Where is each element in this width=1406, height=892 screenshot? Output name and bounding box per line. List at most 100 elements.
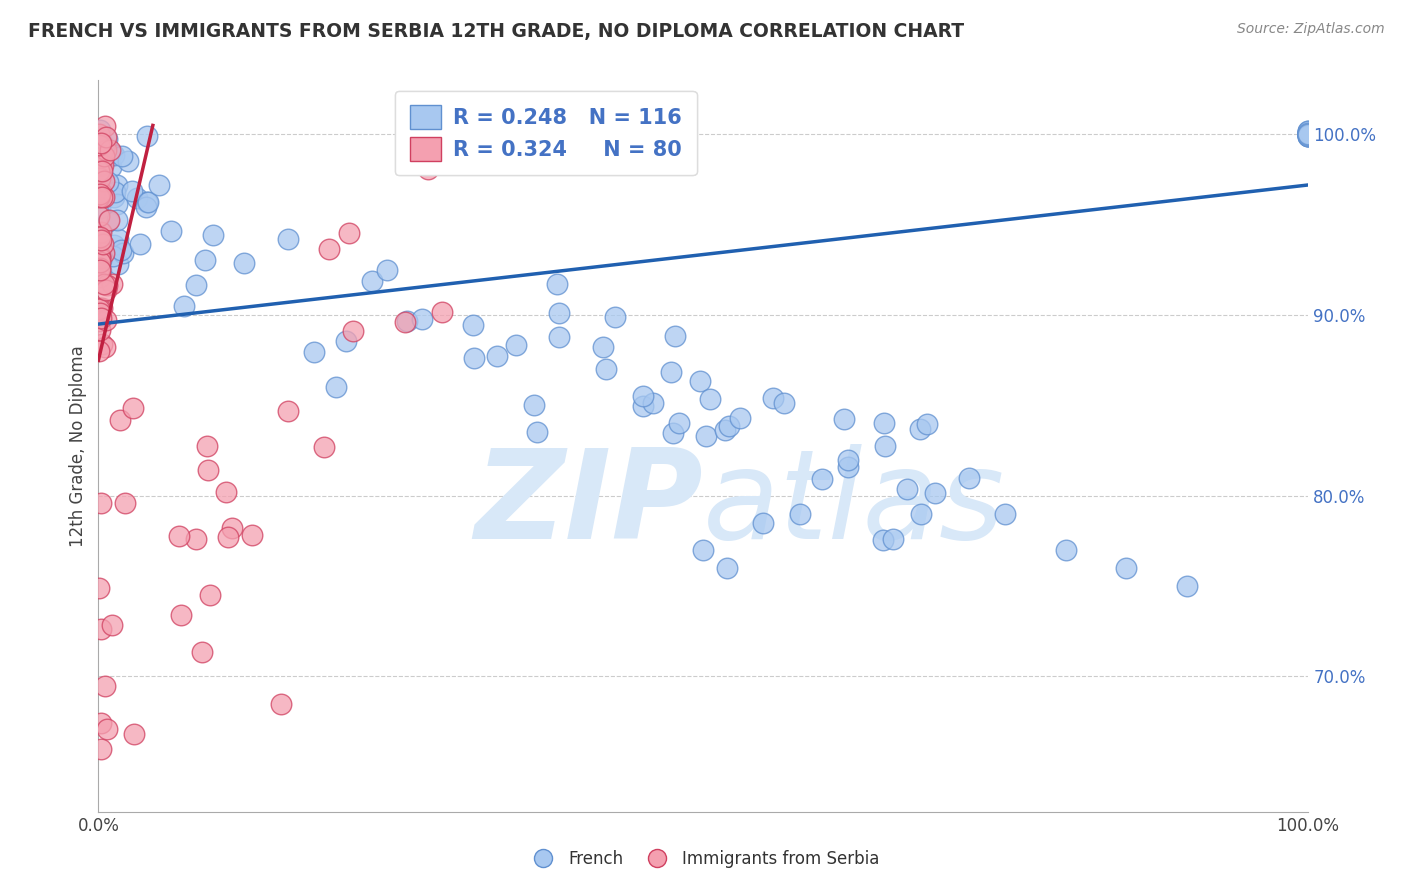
Legend: French, Immigrants from Serbia: French, Immigrants from Serbia bbox=[520, 844, 886, 875]
Legend: R = 0.248   N = 116, R = 0.324     N = 80: R = 0.248 N = 116, R = 0.324 N = 80 bbox=[395, 91, 696, 176]
Point bbox=[91, 236, 114, 251]
Point bbox=[170, 607, 193, 622]
Point bbox=[90, 716, 112, 731]
Point bbox=[89, 266, 111, 280]
Point bbox=[103, 190, 125, 204]
Point bbox=[1296, 129, 1319, 144]
Point bbox=[94, 313, 117, 327]
Point bbox=[107, 257, 129, 271]
Point bbox=[90, 136, 112, 151]
Point bbox=[94, 340, 117, 354]
Point bbox=[198, 588, 221, 602]
Point bbox=[592, 340, 614, 354]
Point bbox=[416, 161, 439, 176]
Point bbox=[173, 299, 195, 313]
Point bbox=[1175, 579, 1198, 593]
Point bbox=[215, 485, 238, 500]
Point bbox=[915, 417, 938, 431]
Point bbox=[485, 350, 508, 364]
Point bbox=[89, 127, 111, 141]
Point bbox=[103, 249, 125, 263]
Point bbox=[1296, 125, 1319, 139]
Point bbox=[664, 329, 686, 343]
Point bbox=[335, 334, 357, 348]
Point bbox=[100, 277, 122, 292]
Point bbox=[643, 395, 665, 409]
Point bbox=[93, 149, 115, 163]
Point bbox=[89, 229, 111, 244]
Point bbox=[730, 411, 752, 425]
Point bbox=[394, 315, 416, 329]
Point bbox=[100, 160, 122, 174]
Point bbox=[125, 191, 148, 205]
Point bbox=[304, 345, 326, 359]
Point bbox=[832, 412, 855, 426]
Point bbox=[908, 422, 931, 436]
Point bbox=[1296, 128, 1319, 143]
Point bbox=[91, 301, 114, 316]
Point bbox=[111, 149, 134, 163]
Point bbox=[110, 243, 132, 257]
Point bbox=[432, 305, 454, 319]
Point bbox=[89, 314, 111, 328]
Point bbox=[100, 146, 122, 161]
Point bbox=[337, 227, 360, 241]
Point bbox=[277, 404, 299, 418]
Point bbox=[87, 581, 110, 595]
Point bbox=[89, 251, 111, 265]
Point bbox=[90, 158, 112, 172]
Point bbox=[633, 399, 655, 413]
Point bbox=[595, 362, 617, 376]
Point bbox=[98, 213, 121, 227]
Point bbox=[195, 439, 218, 453]
Point bbox=[96, 283, 118, 297]
Point bbox=[396, 313, 419, 327]
Y-axis label: 12th Grade, No Diploma: 12th Grade, No Diploma bbox=[69, 345, 87, 547]
Point bbox=[342, 324, 364, 338]
Point bbox=[136, 195, 159, 210]
Point bbox=[186, 532, 208, 546]
Point bbox=[752, 516, 775, 530]
Point bbox=[135, 129, 157, 144]
Point bbox=[1296, 128, 1319, 143]
Text: Source: ZipAtlas.com: Source: ZipAtlas.com bbox=[1237, 22, 1385, 37]
Point bbox=[896, 482, 918, 496]
Point bbox=[100, 143, 122, 157]
Point bbox=[90, 623, 112, 637]
Point bbox=[148, 178, 170, 192]
Point bbox=[89, 202, 111, 216]
Point bbox=[1296, 126, 1319, 140]
Text: ZIP: ZIP bbox=[474, 444, 703, 565]
Point bbox=[699, 392, 721, 407]
Point bbox=[197, 463, 219, 477]
Point bbox=[121, 184, 143, 198]
Point bbox=[873, 439, 896, 453]
Point bbox=[97, 214, 120, 228]
Point bbox=[662, 425, 685, 440]
Point bbox=[882, 532, 904, 546]
Point bbox=[93, 246, 115, 260]
Point bbox=[659, 365, 682, 379]
Point bbox=[377, 263, 399, 277]
Point bbox=[713, 423, 735, 437]
Point bbox=[94, 143, 117, 157]
Point bbox=[314, 440, 336, 454]
Point bbox=[1296, 124, 1319, 138]
Point bbox=[1296, 128, 1319, 142]
Point bbox=[89, 323, 111, 337]
Point bbox=[87, 164, 110, 178]
Point bbox=[93, 174, 115, 188]
Point bbox=[169, 528, 191, 542]
Point bbox=[505, 337, 527, 351]
Point bbox=[93, 142, 115, 156]
Point bbox=[360, 274, 382, 288]
Point bbox=[101, 617, 124, 632]
Point bbox=[695, 429, 717, 443]
Point bbox=[96, 722, 118, 736]
Point bbox=[837, 459, 859, 474]
Point bbox=[1296, 124, 1319, 138]
Point bbox=[232, 256, 254, 270]
Point bbox=[762, 391, 785, 405]
Point bbox=[91, 337, 114, 351]
Point bbox=[318, 242, 340, 256]
